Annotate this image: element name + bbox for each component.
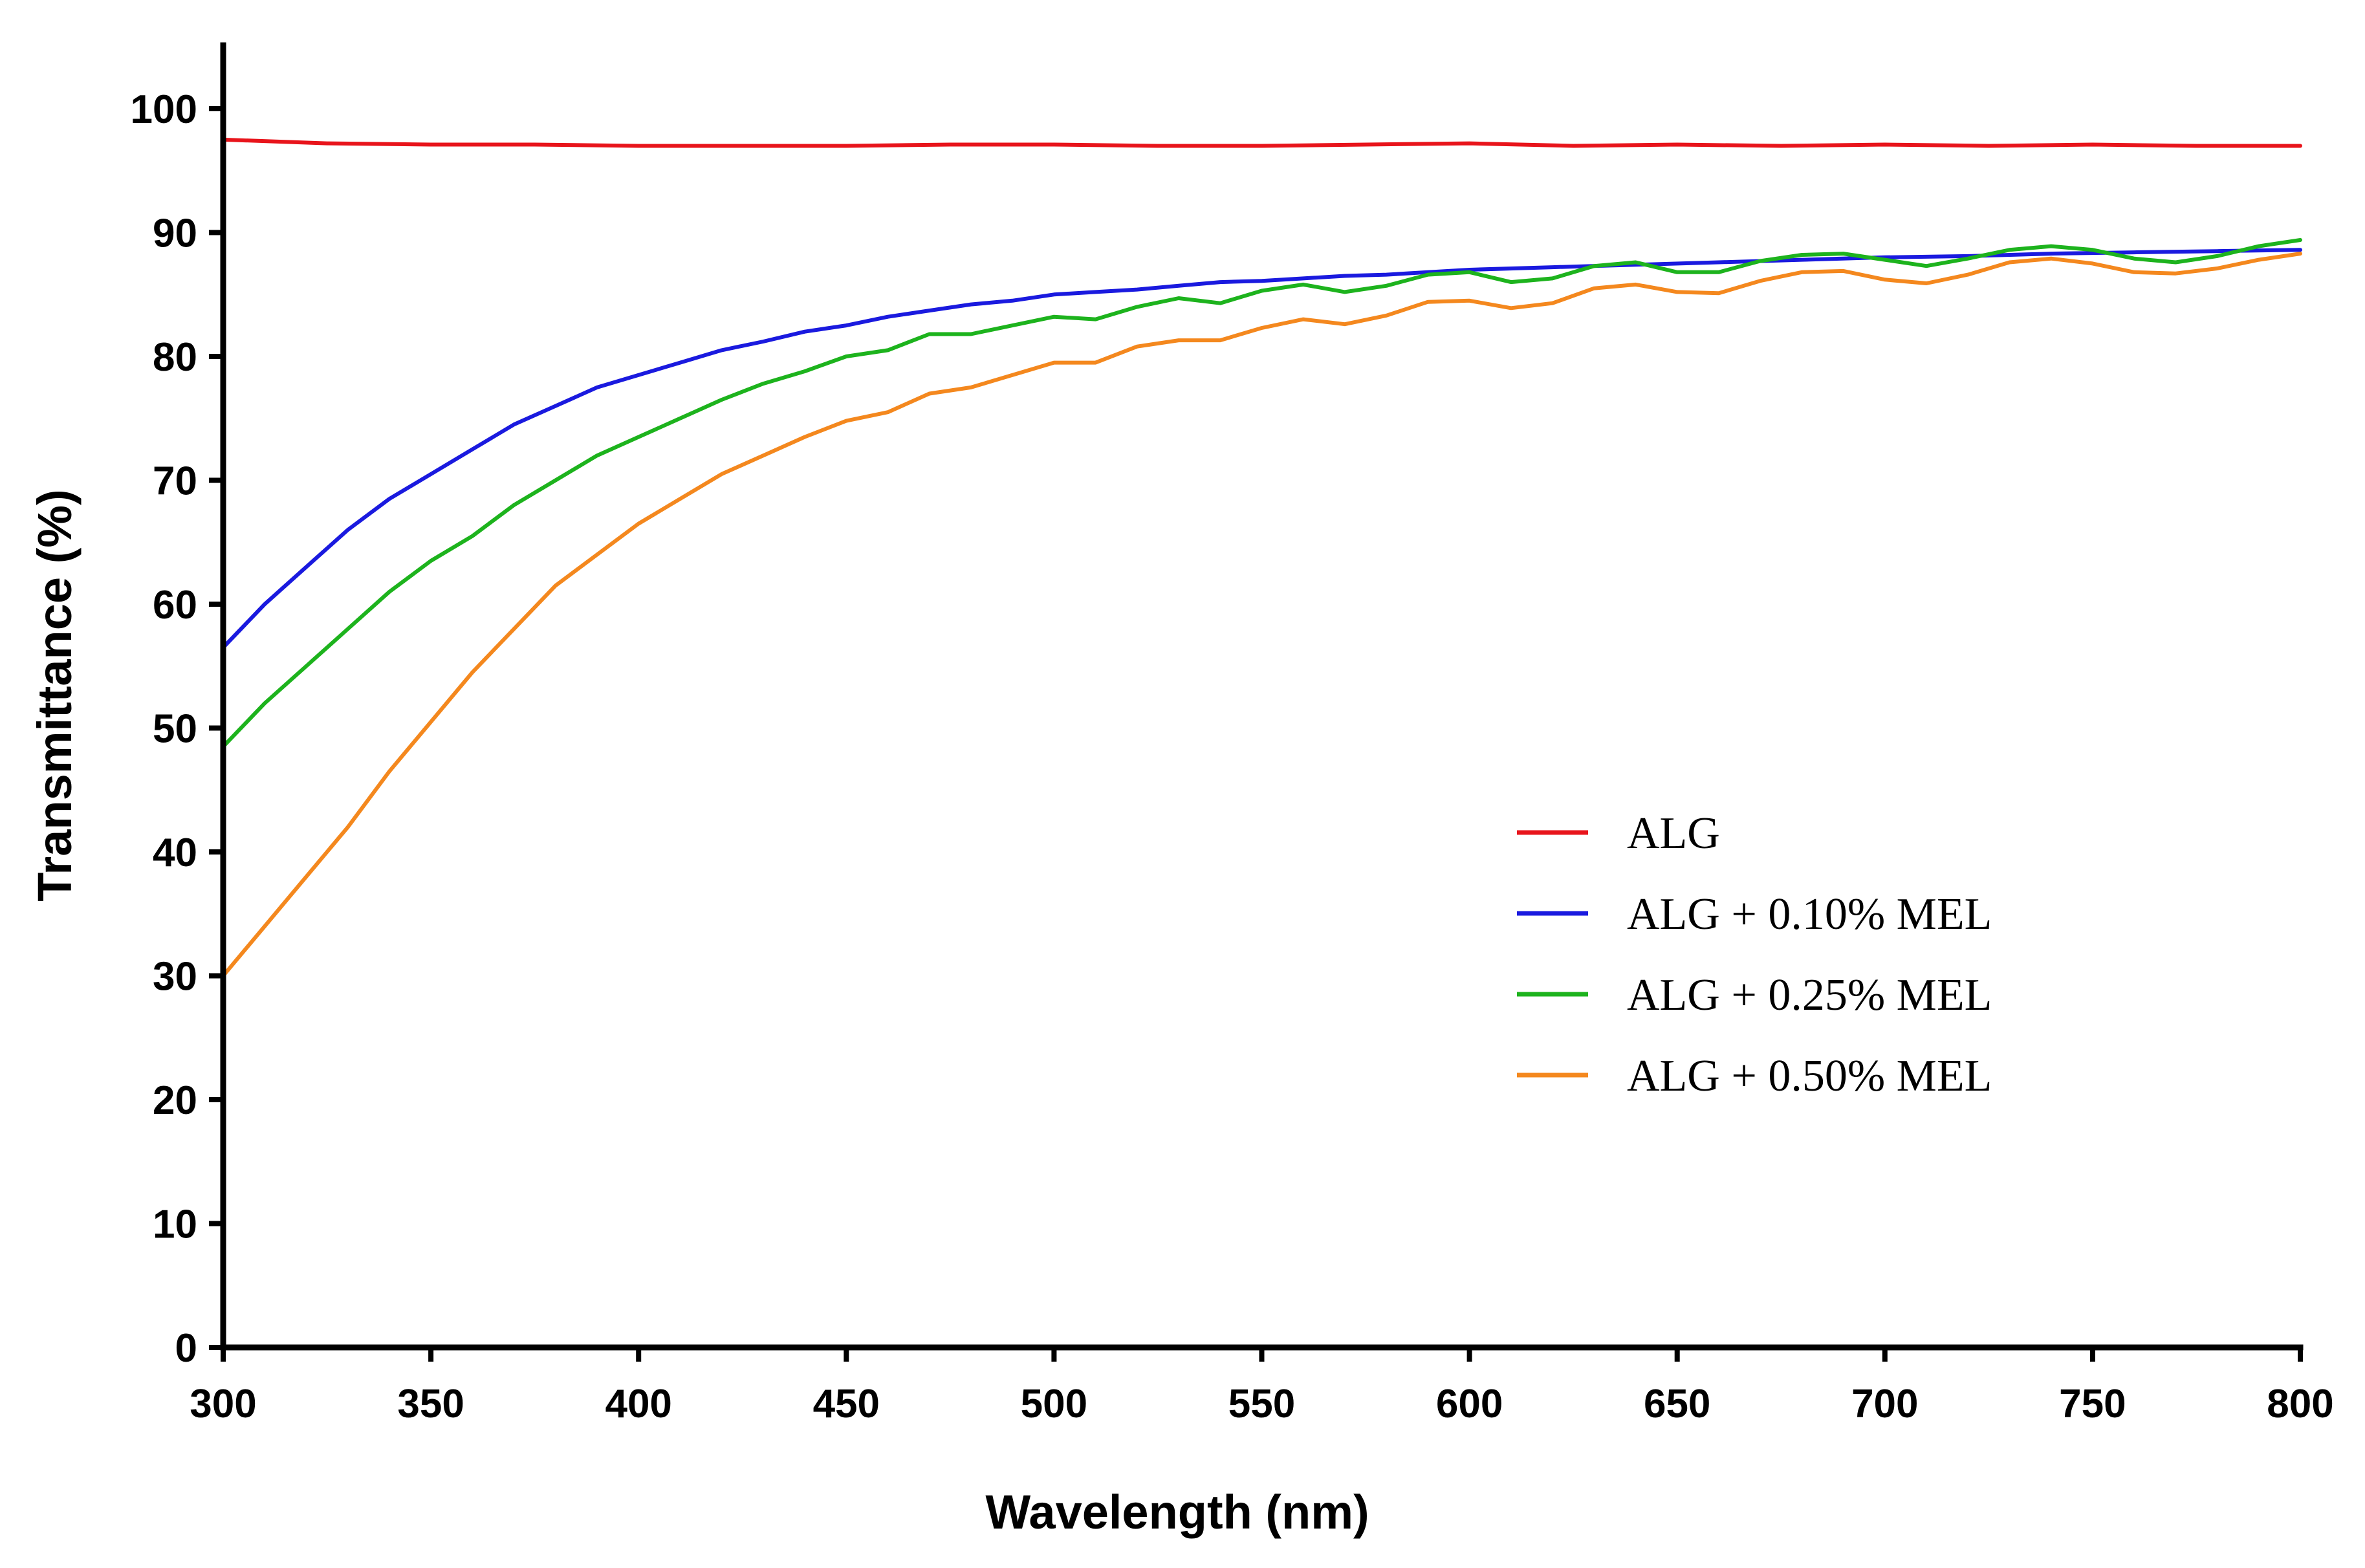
legend-item: ALG + 0.25% MEL xyxy=(1517,970,1992,1020)
x-tick-label: 300 xyxy=(190,1382,256,1426)
x-tick-label: 450 xyxy=(813,1382,880,1426)
x-axis-title: Wavelength (nm) xyxy=(985,1485,1369,1539)
axes xyxy=(220,42,2304,1351)
legend-label: ALG + 0.10% MEL xyxy=(1627,889,1992,939)
y-tick-label: 20 xyxy=(153,1078,197,1123)
x-tick-label: 550 xyxy=(1228,1382,1295,1426)
series-line-0 xyxy=(221,137,2302,148)
y-tick-label: 70 xyxy=(153,459,197,504)
legend: ALG ALG + 0.10% MEL ALG + 0.25% MEL ALG + 0… xyxy=(1517,809,1992,1101)
y-tick-label: 10 xyxy=(153,1203,197,1247)
y-tick-label: 90 xyxy=(153,212,197,256)
x-tick-label: 400 xyxy=(605,1382,671,1426)
legend-label: ALG + 0.25% MEL xyxy=(1627,970,1992,1020)
legend-item: ALG + 0.50% MEL xyxy=(1517,1051,1992,1101)
series-line-3 xyxy=(221,252,2302,978)
ticks: 300 350 400 450 500 550 600 650 700 750 800 0 10 20 30… xyxy=(131,87,2334,1426)
y-tick-label: 40 xyxy=(153,831,197,875)
x-tick-label: 800 xyxy=(2267,1382,2333,1426)
y-tick-label: 50 xyxy=(153,707,197,752)
x-tick-label: 500 xyxy=(1021,1382,1087,1426)
x-tick-label: 650 xyxy=(1644,1382,1710,1426)
x-tick-label: 700 xyxy=(1851,1382,1918,1426)
y-axis-title: Transmittance (%) xyxy=(28,489,82,901)
series-layer xyxy=(221,137,2302,978)
legend-label: ALG xyxy=(1627,809,1720,858)
series-line-2 xyxy=(221,238,2302,749)
series-line-1 xyxy=(221,248,2302,649)
y-tick-label: 30 xyxy=(153,955,197,999)
y-tick-label: 100 xyxy=(131,87,197,132)
legend-item: ALG xyxy=(1517,809,1720,858)
x-tick-label: 350 xyxy=(397,1382,464,1426)
x-tick-label: 750 xyxy=(2059,1382,2126,1426)
x-tick-label: 600 xyxy=(1436,1382,1503,1426)
legend-label: ALG + 0.50% MEL xyxy=(1627,1051,1992,1101)
legend-item: ALG + 0.10% MEL xyxy=(1517,889,1992,939)
y-tick-label: 0 xyxy=(175,1326,197,1371)
y-tick-label: 80 xyxy=(153,335,197,380)
y-tick-label: 60 xyxy=(153,583,197,627)
